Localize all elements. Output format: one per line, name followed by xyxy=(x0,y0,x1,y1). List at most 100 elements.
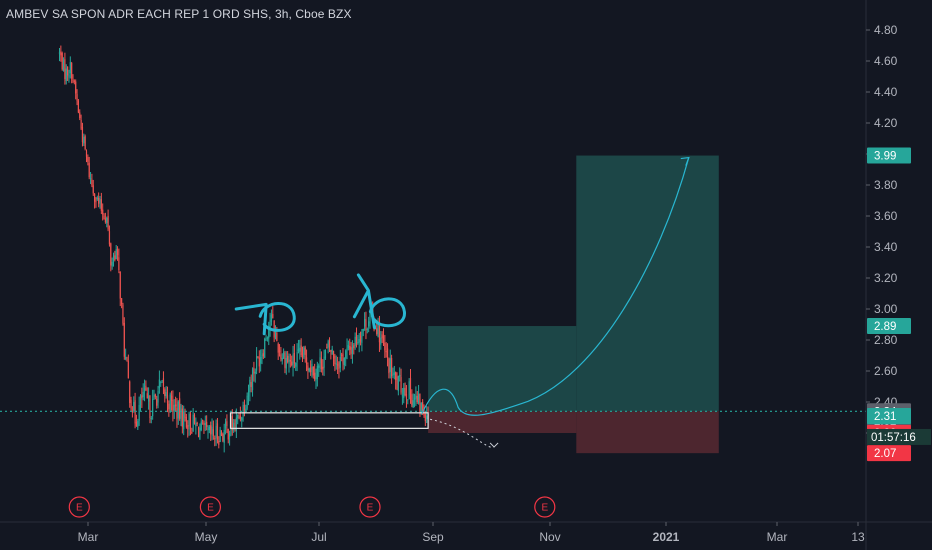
candle-125 xyxy=(227,428,229,444)
candle-108 xyxy=(204,415,206,431)
candle-153 xyxy=(265,334,267,341)
candle-44 xyxy=(118,248,120,274)
candle-8 xyxy=(69,56,71,79)
candle-184 xyxy=(307,362,309,379)
candle-146 xyxy=(256,347,258,375)
candle-140 xyxy=(247,384,250,406)
candle-224 xyxy=(361,328,363,352)
candle-13 xyxy=(76,89,78,106)
candle-94 xyxy=(185,413,187,429)
candle-58 xyxy=(137,418,139,430)
candle-66 xyxy=(148,387,150,410)
candle-155 xyxy=(268,321,270,346)
candle-109 xyxy=(206,415,208,431)
candle-73 xyxy=(157,385,159,409)
candle-182 xyxy=(304,345,306,363)
earnings-marker-4: E xyxy=(534,496,556,518)
candle-124 xyxy=(226,414,228,434)
candle-174 xyxy=(293,344,295,369)
candle-163 xyxy=(278,344,281,357)
stop-zone-1 xyxy=(428,411,577,433)
candle-162 xyxy=(277,342,279,360)
candle-199 xyxy=(327,339,329,354)
candle-38 xyxy=(110,242,112,272)
candle-181 xyxy=(303,345,305,360)
earnings-marker-3: E xyxy=(359,496,381,518)
candle-81 xyxy=(168,400,170,417)
candle-110 xyxy=(207,425,209,439)
x-tick-label-1: May xyxy=(195,530,218,544)
candle-51 xyxy=(127,354,129,379)
candle-259 xyxy=(408,378,410,400)
candle-172 xyxy=(291,355,293,367)
candle-193 xyxy=(319,348,321,373)
candle-157 xyxy=(270,309,273,326)
y-tick-label-8: 3.20 xyxy=(874,271,898,285)
candle-225 xyxy=(362,328,364,337)
candle-206 xyxy=(337,356,339,374)
candle-243 xyxy=(386,343,389,367)
x-tick-label-6: Mar xyxy=(767,530,788,544)
candle-244 xyxy=(388,357,390,379)
candle-147 xyxy=(257,356,259,359)
candle-209 xyxy=(341,352,343,362)
candle-132 xyxy=(237,414,239,425)
candle-23 xyxy=(89,171,92,185)
x-tick-label-3: Sep xyxy=(422,530,444,544)
candle-90 xyxy=(180,403,182,427)
candle-262 xyxy=(412,393,414,408)
candle-28 xyxy=(96,195,98,201)
candle-214 xyxy=(347,340,349,351)
candle-238 xyxy=(380,331,382,350)
candle-76 xyxy=(161,380,163,384)
candle-257 xyxy=(405,385,408,408)
candle-16 xyxy=(80,114,82,131)
candle-196 xyxy=(323,349,325,376)
candle-126 xyxy=(229,430,231,446)
candle-111 xyxy=(208,424,210,434)
candle-40 xyxy=(112,252,115,267)
candle-97 xyxy=(189,410,192,436)
candle-202 xyxy=(331,345,333,355)
x-tick-label-4: Nov xyxy=(539,530,560,544)
candle-30 xyxy=(99,195,101,209)
candle-248 xyxy=(393,365,395,380)
candle-178 xyxy=(299,339,301,360)
candle-69 xyxy=(152,389,154,420)
candle-145 xyxy=(254,368,256,383)
candle-176 xyxy=(296,343,298,372)
candle-72 xyxy=(156,395,158,409)
candle-93 xyxy=(184,408,186,422)
stop-zone-2 xyxy=(576,411,719,454)
candle-251 xyxy=(397,375,399,396)
overlays xyxy=(0,156,866,448)
candle-36 xyxy=(107,209,109,232)
countdown-label: 01:57:16 xyxy=(871,432,916,444)
candle-0 xyxy=(58,47,61,62)
candle-5 xyxy=(65,64,67,85)
profit-zone-1 xyxy=(428,326,577,412)
candle-130 xyxy=(234,419,236,432)
candle-180 xyxy=(301,346,304,363)
candle-192 xyxy=(318,363,320,377)
candle-63 xyxy=(143,379,146,402)
candle-65 xyxy=(146,387,148,399)
candle-26 xyxy=(94,193,96,209)
pattern-mark-right xyxy=(352,273,406,330)
candle-70 xyxy=(153,389,155,400)
candle-78 xyxy=(164,387,166,403)
candle-15 xyxy=(79,109,81,121)
candle-119 xyxy=(219,426,221,443)
candle-204 xyxy=(334,353,336,372)
candle-177 xyxy=(297,339,300,354)
candle-191 xyxy=(316,361,318,387)
candle-88 xyxy=(177,400,179,425)
candle-258 xyxy=(407,399,409,405)
x-tick-label-5: 2021 xyxy=(653,530,680,544)
candle-252 xyxy=(399,367,401,382)
candle-96 xyxy=(188,411,190,436)
candle-113 xyxy=(211,418,213,441)
candle-42 xyxy=(115,244,117,260)
candle-43 xyxy=(116,246,119,261)
